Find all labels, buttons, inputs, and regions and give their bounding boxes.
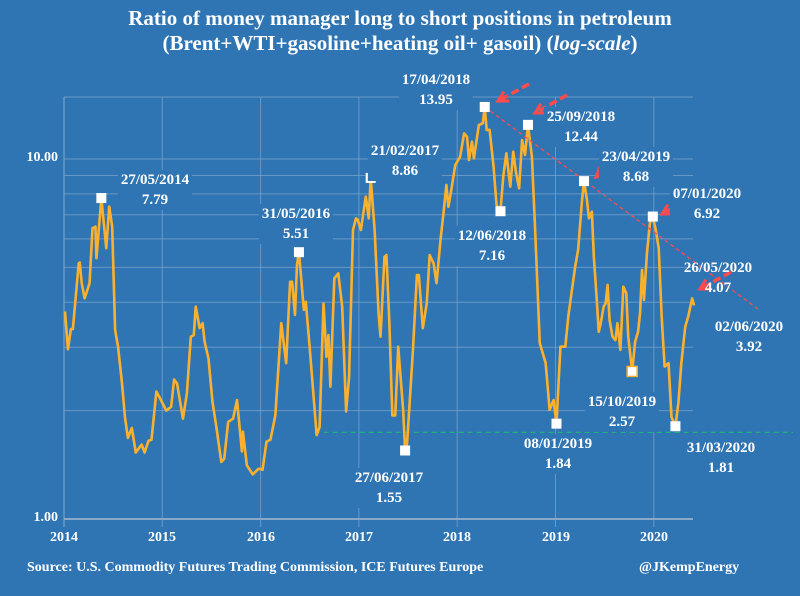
annotation-value: 8.86 [391,163,419,179]
annotation-date: 31/05/2016 [261,206,331,222]
annotation-label: 31/05/2016 5.51 [258,204,334,244]
annotation-value: 7.16 [478,248,506,264]
annotation-value: 5.51 [282,226,310,242]
chart-subtitle: (Brent+WTI+gasoline+heating oil+ gasoil)… [0,31,800,56]
annotation-marker [670,421,681,432]
annotation-marker [479,101,490,112]
annotation-value: 12.44 [564,129,598,145]
annotation-label: 26/05/2020 4.07 [681,258,755,298]
x-tick-label: 2019 [542,530,570,545]
annotation-value: 6.92 [693,206,721,222]
annotation-label: 23/04/2019 8.68 [598,147,674,187]
annotation-value: 4.07 [704,280,732,296]
annotation-label: 12/06/2018 7.16 [454,226,530,266]
arrow-shaft [699,270,732,291]
annotation-marker [293,247,304,258]
annotation-marker [96,193,107,204]
annotation-label: 27/06/2017 1.55 [351,468,427,508]
annotation-label: 02/06/2020 3.92 [711,317,787,357]
x-tick-label: 2016 [247,530,275,545]
annotation-label: 08/01/2019 1.84 [520,434,596,474]
annotation-date: 07/01/2020 [672,186,742,202]
annotation-date: 27/06/2017 [354,470,424,486]
annotation-label: 25/09/2018 12.44 [543,107,619,147]
annotation-date: 25/09/2018 [546,109,616,125]
annotation-marker [626,365,638,378]
annotation-label: 21/02/2017 8.86 [367,141,443,181]
annotation-date: 08/01/2019 [523,436,593,452]
annotation-marker [522,119,533,130]
arrow-head-icon [659,203,674,216]
annotation-date: 02/06/2020 [714,319,784,335]
x-tick-label: 2015 [148,530,176,545]
y-tick-label: 1.00 [33,510,59,525]
annotation-value: 1.81 [707,460,735,476]
annotation-value: 3.92 [735,339,763,355]
x-tick-label: 2020 [640,530,668,545]
annotation-value: 7.79 [141,192,169,208]
annotation-label: 31/03/2020 1.81 [683,438,759,478]
annotation-label: 07/01/2020 6.92 [669,184,745,224]
annotation-date: 21/02/2017 [370,143,440,159]
source-note: Source: U.S. Commodity Futures Trading C… [27,560,484,575]
annotation-date: 12/06/2018 [457,228,527,244]
annotation-marker [495,206,506,217]
x-tick-label: 2018 [443,530,471,545]
y-tick-label: 10.00 [26,150,59,165]
author-handle: @JKempEnergy [639,560,740,575]
subtitle-close: ) [630,31,638,55]
annotation-marker [551,418,562,429]
arrow-shaft [534,93,568,115]
subtitle-log-scale: log-scale [553,31,631,55]
annotation-date: 27/05/2014 [120,172,190,188]
arrow-head-icon [495,90,510,103]
arrow-head-icon [697,278,712,291]
x-tick-label: 2014 [50,530,78,545]
annotation-label: 27/05/2014 7.79 [117,170,193,210]
annotation-date: 15/10/2019 [587,394,657,410]
chart-title: Ratio of money manager long to short pos… [128,6,672,30]
series-line [63,105,696,476]
annotation-label: 15/10/2019 2.57 [584,392,660,432]
annotation-marker [647,211,658,222]
subtitle-text: (Brent+WTI+gasoline+heating oil+ gasoil)… [162,31,554,55]
trend-line [484,106,759,310]
x-tick-label: 2017 [345,530,373,545]
annotation-date: 31/03/2020 [686,440,756,456]
arrow-shaft [497,82,530,103]
annotation-marker [400,445,411,456]
annotation-value: 1.84 [544,456,572,472]
annotation-value: 13.95 [419,92,453,108]
annotation-value: 2.57 [608,414,636,430]
annotation-value: 1.55 [375,490,403,506]
annotation-label: 17/04/2018 13.95 [398,70,474,110]
annotation-date: 26/05/2020 [683,260,753,276]
annotation-marker [579,176,590,187]
annotation-date: 17/04/2018 [401,72,471,88]
annotation-value: 8.68 [622,169,650,185]
annotation-date: 23/04/2019 [601,149,671,165]
arrow-head-icon [532,102,547,115]
